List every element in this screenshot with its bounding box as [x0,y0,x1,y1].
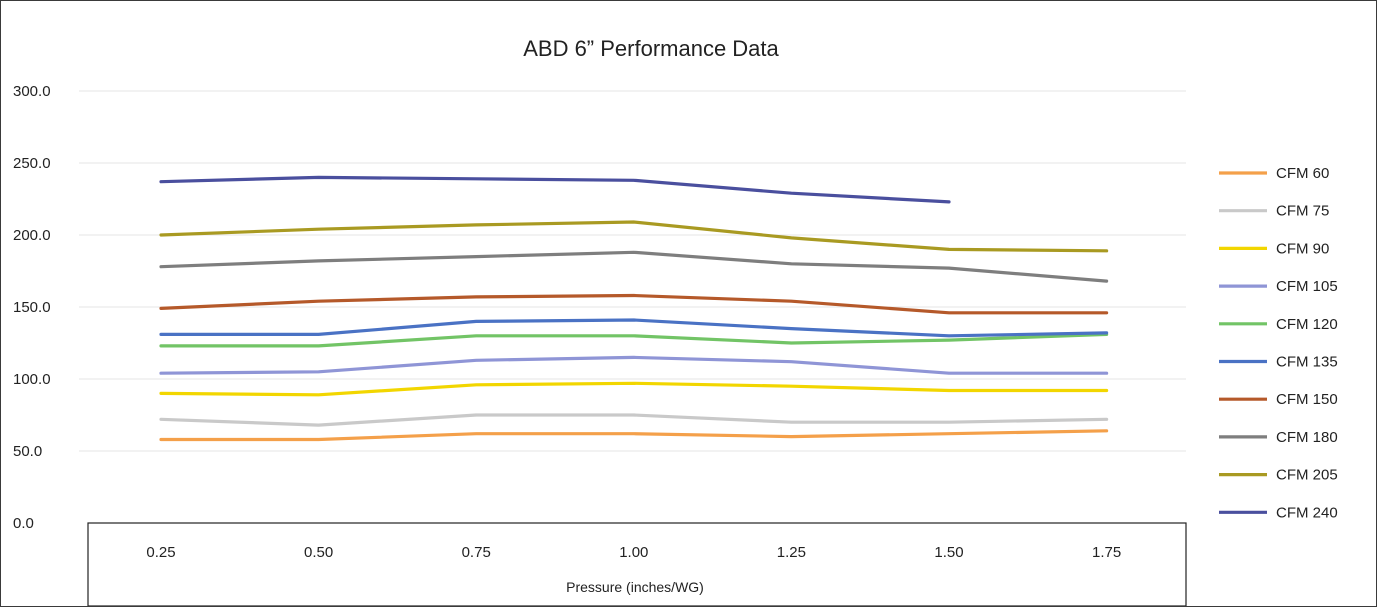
x-tick-label: 1.25 [777,544,806,561]
x-axis-label: Pressure (inches/WG) [566,579,704,595]
legend-label: CFM 90 [1276,240,1329,257]
legend-label: CFM 60 [1276,165,1329,182]
legend-label: CFM 75 [1276,203,1329,220]
y-tick-label: 300.0 [13,83,51,100]
series-line [159,250,1109,283]
series-line [159,381,1109,397]
legend-label: CFM 240 [1276,504,1338,521]
series-line [159,293,1109,315]
x-axis-frame [87,522,1187,606]
series-line [159,220,1109,253]
series-line [159,413,1109,427]
y-axis-ticks: 0.0 50.0 100.0 150.0 200.0 250.0 300.0 [13,83,51,532]
x-tick-label: 0.50 [304,544,333,561]
x-tick-label: 0.75 [462,544,491,561]
series-line [159,355,1109,375]
legend-label: CFM 205 [1276,467,1338,484]
x-tick-label: 1.50 [934,544,963,561]
series-line [159,318,1109,338]
x-tick-label: 0.25 [146,544,175,561]
series-line [159,175,951,204]
legend-label: CFM 180 [1276,429,1338,446]
legend: CFM 60 CFM 75 CFM 90 CFM 105 CFM 120 CFM 135 C… [1219,165,1338,521]
series-line [159,332,1109,348]
x-axis-box [87,522,1187,606]
x-axis-ticks: 0.25 0.50 0.75 1.00 1.25 1.50 1.75 [146,544,1121,561]
legend-label: CFM 120 [1276,316,1338,333]
y-tick-label: 0.0 [13,515,34,532]
y-tick-label: 50.0 [13,443,42,460]
y-tick-label: 250.0 [13,155,51,172]
legend-label: CFM 135 [1276,354,1338,371]
legend-label: CFM 105 [1276,278,1338,295]
y-tick-label: 200.0 [13,227,51,244]
y-tick-label: 150.0 [13,299,51,316]
series-line [159,429,1109,442]
chart-title: ABD 6” Performance Data [523,36,779,61]
legend-label: CFM 150 [1276,391,1338,408]
series-lines [159,175,1109,442]
x-tick-label: 1.75 [1092,544,1121,561]
y-tick-label: 100.0 [13,371,51,388]
gridlines [79,90,1186,452]
x-tick-label: 1.00 [619,544,648,561]
